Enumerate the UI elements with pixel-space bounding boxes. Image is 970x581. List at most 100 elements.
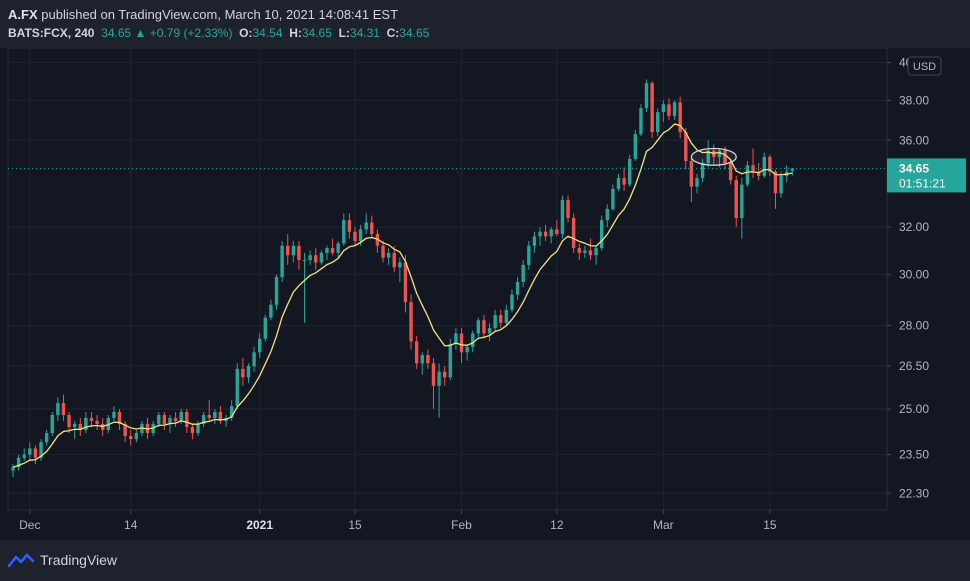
candle [644, 79, 649, 113]
candle [588, 238, 593, 261]
candle-body [302, 260, 307, 262]
candle [628, 154, 632, 187]
candle [532, 231, 537, 253]
candle [605, 204, 609, 228]
time-tick-label: Mar [653, 518, 674, 532]
candle-body [599, 220, 604, 249]
candle-body [257, 338, 262, 353]
candle [420, 352, 424, 375]
candle [50, 411, 54, 437]
candle-body [656, 112, 660, 133]
candle [437, 363, 441, 418]
candle-body [381, 245, 385, 258]
candle [700, 158, 705, 183]
published-text: published on TradingView.com, March 10, … [41, 7, 399, 22]
candle-body [190, 426, 195, 434]
price-change: +0.79 (+2.33%) [149, 26, 233, 40]
candle [465, 344, 469, 361]
candle-body [353, 231, 357, 242]
candle [723, 146, 727, 170]
candle [56, 397, 60, 421]
price-tick-label: 25.00 [899, 402, 929, 416]
candle-body [39, 442, 43, 458]
candle [577, 243, 581, 261]
candle-body [661, 104, 666, 113]
candle [386, 248, 391, 265]
price-tick-label: 22.30 [899, 486, 929, 500]
candle-body [487, 328, 492, 334]
candle [342, 213, 346, 246]
countdown-label: 01:51:21 [899, 176, 946, 190]
candle [611, 184, 615, 212]
candle [409, 294, 413, 350]
candle-body [72, 423, 77, 427]
time-axis-area [0, 510, 970, 540]
highlight-ellipse [690, 147, 737, 166]
candle [325, 245, 329, 261]
candle-body [454, 333, 458, 345]
candle [773, 169, 778, 209]
candle-body [11, 467, 15, 471]
candle-body [89, 417, 94, 421]
candle [571, 213, 576, 253]
candle [67, 411, 71, 434]
candle-body [684, 132, 688, 162]
candle-body [476, 320, 481, 334]
candle [274, 274, 279, 310]
candle-body [633, 134, 638, 159]
candle [280, 241, 284, 283]
candle [493, 309, 497, 331]
candle-body [33, 448, 38, 458]
tradingview-logo[interactable]: TradingView [8, 552, 117, 568]
candle-body [129, 436, 133, 440]
symbol-interval[interactable]: BATS:FCX, 240 [8, 26, 95, 40]
candle-body [459, 333, 464, 353]
candle-body [471, 333, 475, 347]
plot-area [7, 48, 888, 511]
candle [392, 245, 396, 273]
time-tick-label: 15 [348, 518, 362, 532]
candle-body [112, 411, 116, 418]
candle-body [706, 150, 710, 164]
candle-body [678, 102, 682, 133]
candle [112, 406, 116, 421]
candle-body [274, 277, 279, 305]
candle [291, 241, 296, 263]
candle-body [605, 208, 609, 221]
candle-body [297, 245, 301, 261]
candle [370, 215, 374, 239]
author-name[interactable]: A.FX [8, 7, 38, 22]
candle-body [465, 346, 469, 353]
candle-body [616, 178, 621, 189]
candle-body [291, 245, 296, 256]
price-tick-label: 26.50 [899, 359, 929, 373]
candle [308, 250, 312, 265]
candle-body [319, 252, 324, 263]
candle-body [672, 102, 677, 117]
candle-body [95, 420, 99, 424]
candle [28, 442, 32, 461]
candle [185, 409, 189, 434]
candle-body [308, 255, 312, 261]
candle-body [588, 250, 593, 256]
price-chart[interactable]: 40.0038.0036.0032.0030.0028.0026.5025.00… [0, 48, 970, 540]
ohlc-legend: BATS:FCX, 240 34.65 ▲ +0.79 (+2.33%) O:3… [8, 26, 429, 40]
candle-body [263, 317, 267, 339]
candle-body [689, 161, 694, 187]
candle [414, 336, 419, 369]
candle [566, 195, 570, 223]
candle [678, 96, 682, 139]
candle-body [207, 414, 211, 418]
annotations [8, 147, 887, 169]
candle [241, 357, 245, 386]
candle-body [437, 371, 441, 386]
candle [689, 156, 694, 203]
candle [347, 213, 352, 239]
candle [538, 227, 542, 246]
candle [762, 152, 766, 179]
candle-body [667, 104, 671, 117]
candle [779, 171, 783, 198]
candle [667, 98, 671, 121]
last-price: 34.65 [101, 26, 132, 40]
candle-body [532, 236, 537, 246]
